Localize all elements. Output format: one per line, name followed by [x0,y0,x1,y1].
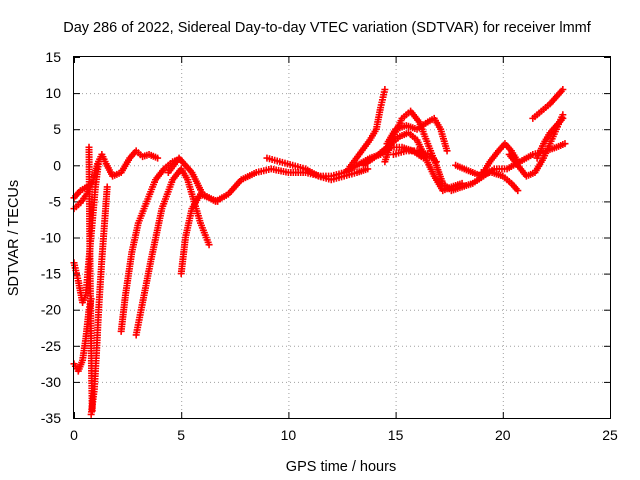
y-tick-label: 5 [53,121,61,137]
series-arc-a [70,147,162,213]
y-tick-labels: -35 -30 -25 -20 -15 -10 -5 0 5 10 15 [41,49,61,426]
y-axis-label: SDTVAR / TECUs [6,180,22,296]
plot-frame [73,56,611,419]
series-arc-t [533,114,567,162]
y-tick-label: -20 [41,302,61,318]
x-axis-label: GPS time / hours [286,459,396,475]
data-point [205,241,213,249]
data-point [443,147,451,155]
x-tick-label: 15 [388,427,404,443]
series-arc-i [177,190,222,278]
series-arc-u [529,85,567,122]
data-point [364,165,372,173]
series-arc-o [359,129,466,195]
data-point [381,85,389,93]
series-arc-s [505,111,567,180]
chart-title: Day 286 of 2022, Sidereal Day-to-day VTE… [63,20,592,36]
x-tick-label: 10 [281,427,297,443]
y-tick-label: -35 [41,410,61,426]
series-arc-g [117,156,183,335]
x-tick-label: 0 [70,427,78,443]
grid-lines [74,57,610,418]
x-tick-label: 20 [495,427,511,443]
x-tick-label: 5 [177,427,185,443]
x-tick-label: 25 [602,427,618,443]
y-tick-label: -10 [41,230,61,246]
y-tick-label: -15 [41,266,61,282]
data-point [103,183,111,191]
series-arc-r [477,169,522,195]
series-arc-l [344,85,389,173]
y-tick-label: -5 [49,193,62,209]
y-tick-label: -25 [41,338,61,354]
y-tick-label: 15 [45,49,61,65]
data-point [514,187,522,195]
series-arc-f [87,183,111,418]
series-arc-k [263,154,372,184]
data-point [458,179,466,187]
y-tick-label: 10 [45,85,61,101]
data-point [95,158,103,166]
series-arc-p [389,147,440,166]
plot-area [70,85,569,418]
data-point [559,114,567,122]
data-point [154,154,162,162]
x-tick-labels: 0 5 10 15 20 25 [70,427,618,443]
series-arc-n [383,114,451,155]
data-point [559,85,567,93]
y-tick-label: -30 [41,374,61,390]
y-tick-label: 0 [53,157,61,173]
data-point [432,158,440,166]
data-point [561,140,569,148]
